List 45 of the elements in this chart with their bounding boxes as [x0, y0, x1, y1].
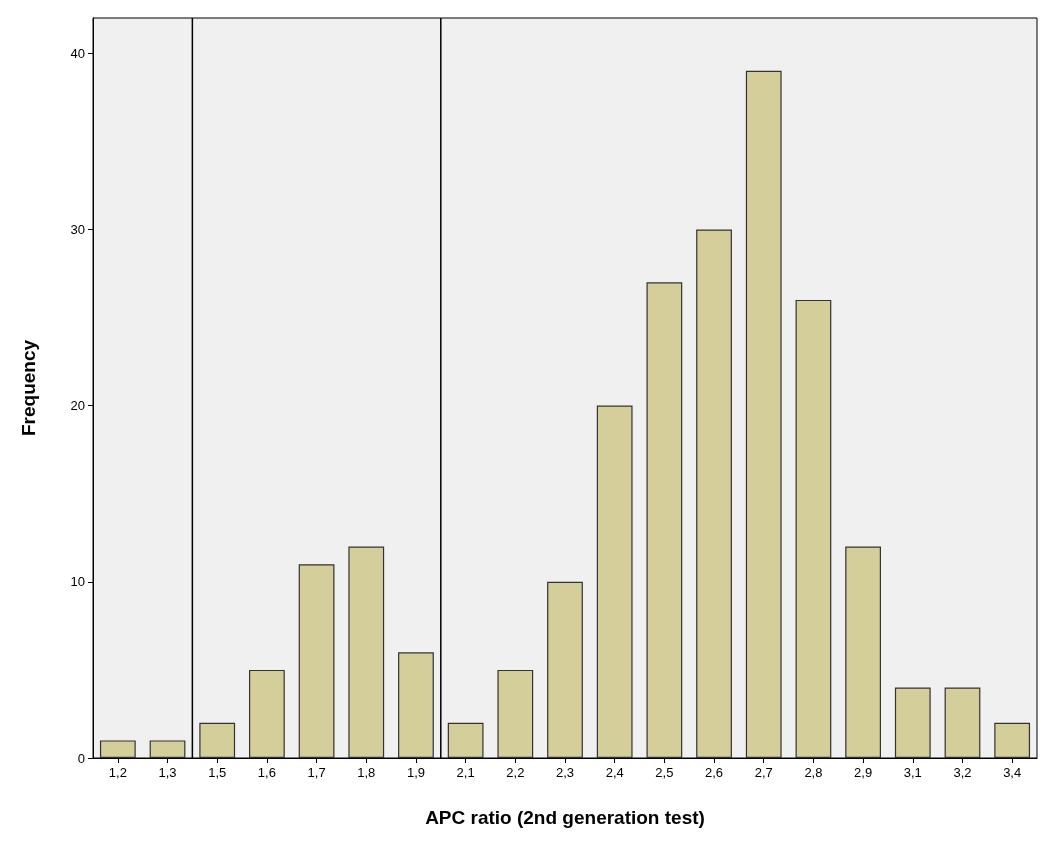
x-tick-label: 2,9 [854, 765, 873, 780]
bar [944, 687, 981, 758]
x-tick-label: 1,2 [108, 765, 127, 780]
y-tick-label: 20 [70, 398, 85, 414]
x-tick-label: 1,7 [307, 765, 326, 780]
bar [497, 669, 534, 758]
x-tick-label: 3,4 [1003, 765, 1022, 780]
x-tick-label: 1,3 [158, 765, 177, 780]
bar [696, 229, 732, 758]
x-tick-label: 2,5 [655, 765, 674, 780]
bar [298, 564, 335, 758]
bar [596, 405, 633, 758]
y-tick-label: 10 [70, 574, 85, 590]
x-tick-label: 2,4 [605, 765, 624, 780]
bar [547, 581, 583, 758]
x-tick-label: 2,7 [754, 765, 773, 780]
x-tick-label: 2,6 [705, 765, 724, 780]
y-tick-label: 0 [77, 750, 85, 766]
bar [894, 687, 931, 758]
x-axis-title: APC ratio (2nd generation test) [425, 807, 705, 828]
x-tick-label: 3,2 [953, 765, 972, 780]
bar [994, 722, 1031, 758]
bar [348, 546, 385, 758]
x-tick-label: 2,3 [555, 765, 575, 780]
bar [249, 669, 285, 758]
bar [99, 740, 136, 758]
x-tick-label: 2,8 [804, 765, 823, 780]
bar [795, 299, 832, 758]
bar [398, 652, 434, 758]
x-tick-label: 2,1 [456, 765, 475, 780]
bar [745, 70, 782, 758]
x-tick-label: 1,8 [357, 765, 376, 780]
y-tick-label: 40 [70, 45, 85, 61]
x-tick-label: 2,2 [506, 765, 525, 780]
x-tick-label: 1,6 [257, 765, 276, 780]
bar [149, 740, 186, 758]
x-tick-label: 1,5 [208, 765, 227, 780]
y-tick-label: 30 [70, 221, 85, 237]
bar [199, 722, 236, 758]
x-tick-label: 1,9 [406, 765, 425, 780]
x-tick-label: 3,1 [903, 765, 922, 780]
bar [447, 722, 484, 758]
bar [646, 282, 683, 758]
y-axis-title: Frequency [18, 339, 39, 437]
bar [845, 546, 881, 758]
